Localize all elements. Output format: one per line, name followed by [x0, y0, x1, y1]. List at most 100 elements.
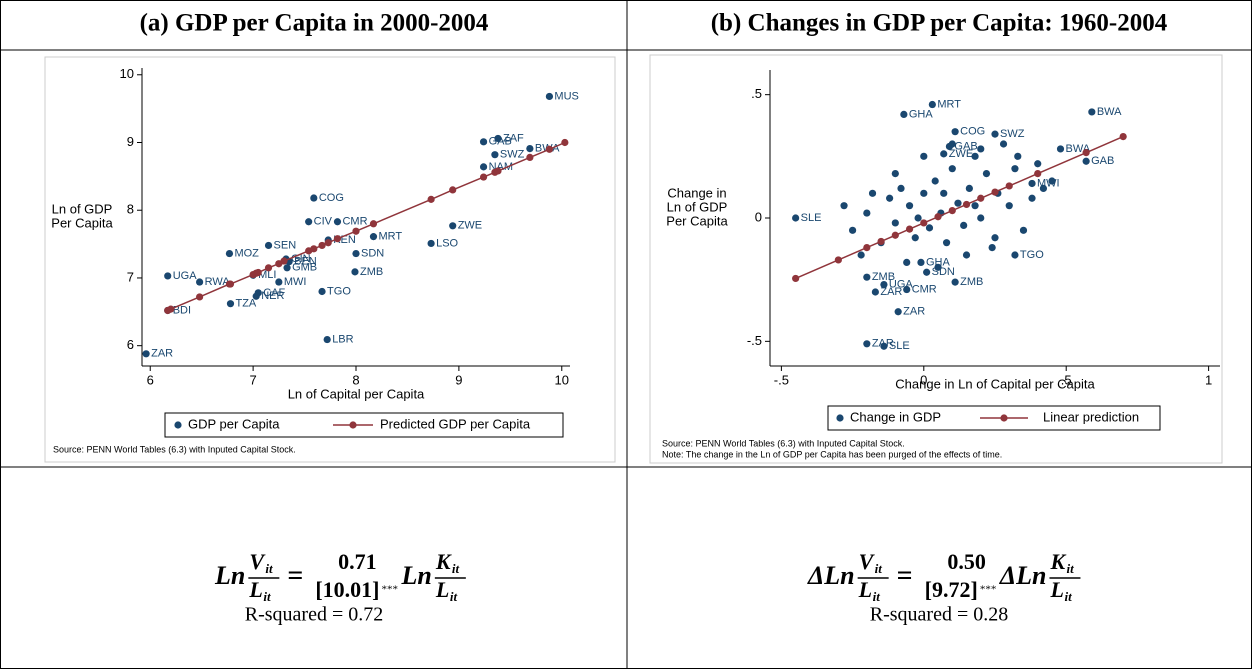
y-tick-label: 0 — [755, 209, 762, 224]
r-squared: R-squared = 0.28 — [870, 604, 1008, 626]
prediction-marker — [834, 256, 842, 264]
legend-marker — [836, 414, 844, 422]
prediction-marker — [977, 194, 985, 202]
point — [954, 199, 962, 207]
point-label: SWZ — [1000, 128, 1025, 140]
point — [1088, 108, 1096, 116]
prediction-marker — [1034, 170, 1042, 178]
x-tick-label: 8 — [352, 372, 359, 387]
prediction-line — [795, 135, 1124, 280]
point-label: GHA — [926, 256, 951, 268]
point — [942, 239, 951, 247]
operator: Ln — [214, 561, 245, 590]
point — [226, 300, 235, 308]
point-label: BWA — [1097, 106, 1122, 118]
point-label: ZMB — [960, 276, 983, 288]
y-tick-label: 10 — [120, 66, 134, 81]
point — [1056, 145, 1065, 153]
point — [1028, 194, 1036, 202]
prediction-marker — [863, 244, 871, 252]
subscript: it — [263, 589, 271, 604]
legend-label: Change in GDP — [850, 409, 941, 424]
point — [960, 221, 968, 229]
point — [951, 128, 959, 136]
point-label: CIV — [314, 216, 333, 228]
prediction-marker — [254, 268, 262, 277]
prediction-marker — [991, 188, 999, 196]
point-label: SLE — [889, 340, 910, 352]
point — [479, 138, 488, 146]
point — [369, 233, 378, 241]
point — [971, 202, 979, 210]
point — [914, 214, 922, 222]
equals: = — [287, 560, 303, 591]
denominator: L — [858, 577, 872, 602]
point-label: GHA — [909, 108, 934, 120]
legend-marker — [174, 421, 182, 429]
point — [225, 249, 234, 258]
point-label: CMR — [912, 283, 937, 295]
point-label: LSO — [436, 237, 458, 249]
panel-frame — [649, 54, 1223, 464]
point-label: GAB — [489, 136, 512, 148]
point-label: ZAR — [151, 348, 173, 360]
point — [310, 194, 318, 202]
numerator: K — [435, 549, 452, 574]
point-label: SDN — [361, 247, 384, 259]
y-axis-title: Ln of GDP — [52, 201, 113, 216]
denominator: L — [435, 577, 449, 602]
numerator: K — [1049, 549, 1066, 574]
point-label: MWI — [284, 276, 307, 288]
point — [792, 214, 800, 222]
point-label: ZMB — [872, 271, 895, 283]
y-tick-label: 6 — [127, 337, 134, 352]
denominator: L — [248, 577, 262, 602]
source-note: Note: The change in the Ln of GDP per Ca… — [662, 449, 1002, 459]
operator: Ln — [401, 561, 432, 590]
point — [1034, 160, 1042, 168]
legend-label: Predicted GDP per Capita — [380, 416, 531, 431]
point-label: BEN — [294, 256, 317, 268]
point — [494, 134, 502, 143]
point — [891, 219, 899, 227]
point — [545, 92, 554, 101]
point — [305, 218, 313, 226]
point-label: ZAR — [903, 306, 925, 318]
point-label: TGO — [327, 285, 351, 297]
subscript: it — [875, 561, 883, 576]
point — [1005, 202, 1013, 210]
point — [863, 273, 871, 281]
point-label: ZWE — [949, 148, 973, 160]
prediction-marker — [196, 293, 204, 301]
x-tick-label: 9 — [455, 372, 462, 387]
denominator: L — [1049, 577, 1063, 602]
significance-stars: *** — [382, 584, 399, 596]
point-label: GAB — [1091, 155, 1114, 167]
y-tick-label: 9 — [127, 134, 134, 149]
point — [1011, 165, 1019, 173]
prediction-marker — [948, 207, 956, 215]
legend-marker — [349, 421, 357, 429]
point-label: ZAF — [503, 132, 524, 144]
subscript: it — [265, 561, 273, 576]
x-axis-title: Change in Ln of Capital per Capita — [895, 376, 1095, 391]
prediction-marker — [449, 186, 457, 194]
point — [283, 264, 291, 272]
point — [1014, 152, 1022, 160]
point-label: ZMB — [360, 266, 383, 278]
point — [142, 350, 150, 358]
point — [848, 226, 857, 234]
point — [991, 130, 999, 138]
point-label: SWZ — [500, 149, 525, 161]
x-tick-label: 10 — [555, 372, 569, 387]
point — [1082, 157, 1090, 165]
point — [917, 258, 925, 266]
point — [352, 249, 360, 258]
point — [920, 152, 928, 160]
y-axis-title: Per Capita — [666, 213, 728, 228]
point — [920, 189, 928, 197]
point — [948, 165, 956, 173]
point — [196, 278, 204, 286]
equals: = — [897, 560, 913, 591]
prediction-marker — [333, 235, 342, 243]
